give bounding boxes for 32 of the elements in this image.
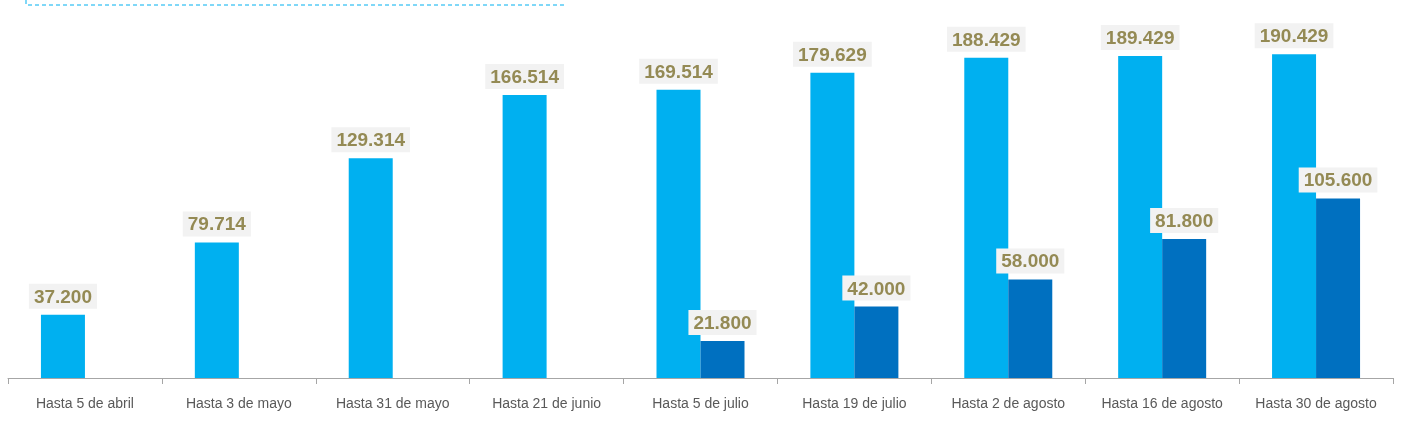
- bar: [502, 94, 547, 378]
- bar: [700, 340, 745, 378]
- data-label: 58.000: [1001, 250, 1060, 272]
- data-label: 189.429: [1105, 26, 1175, 48]
- x-tick-label: Hasta 19 de julio: [802, 395, 907, 411]
- x-tick-label: Hasta 31 de mayo: [335, 395, 450, 411]
- x-tick-label: Hasta 5 de julio: [652, 395, 749, 411]
- x-tick-label: Hasta 5 de abril: [35, 395, 134, 411]
- bar: [854, 306, 899, 378]
- x-tick-label: Hasta 30 de agosto: [1255, 395, 1377, 411]
- data-label: 190.429: [1259, 25, 1329, 47]
- bar: [194, 242, 239, 378]
- data-label: 169.514: [644, 60, 714, 82]
- x-tick-label: Hasta 2 de agosto: [951, 395, 1066, 411]
- bar: [1316, 198, 1361, 378]
- data-label: 179.629: [798, 43, 867, 65]
- bar: [1162, 238, 1207, 378]
- data-label: 188.429: [951, 28, 1021, 50]
- data-label: 105.600: [1303, 169, 1373, 191]
- data-label: 21.800: [693, 311, 752, 333]
- data-label: 37.200: [33, 285, 93, 307]
- x-tick-label: Hasta 16 de agosto: [1101, 395, 1224, 411]
- data-label: 129.314: [336, 129, 406, 151]
- data-label: 42.000: [847, 277, 906, 299]
- x-tick-label: Hasta 21 de junio: [492, 395, 602, 411]
- x-tick-label: Hasta 3 de mayo: [185, 395, 292, 411]
- bar: [348, 158, 393, 378]
- bar: [1008, 279, 1053, 378]
- bar: [40, 314, 85, 378]
- data-label: 166.514: [490, 65, 560, 87]
- data-label: 79.714: [187, 213, 247, 235]
- data-label: 81.800: [1155, 209, 1214, 231]
